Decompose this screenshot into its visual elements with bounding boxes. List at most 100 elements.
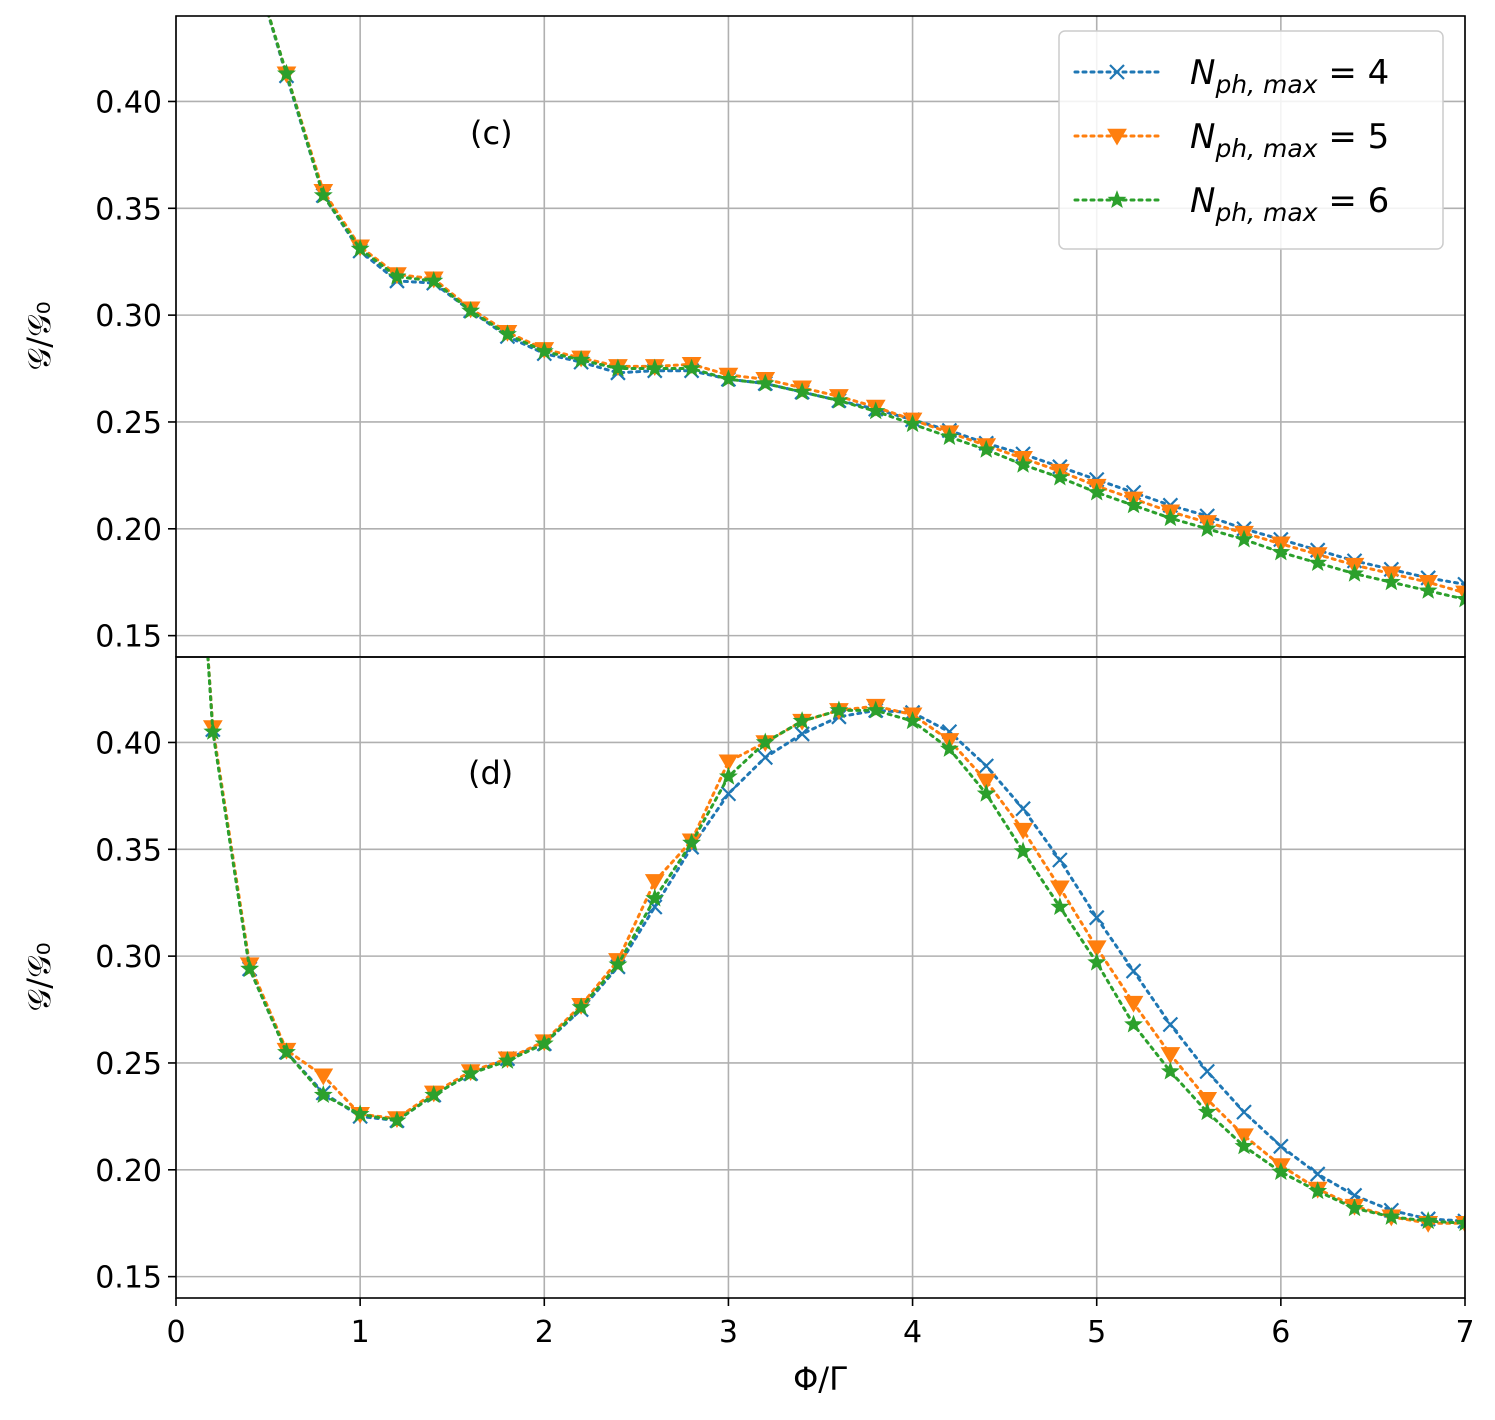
data-point xyxy=(757,749,774,766)
data-point xyxy=(1013,841,1033,860)
x-tick-label: 4 xyxy=(903,1315,922,1350)
data-point xyxy=(1050,467,1070,486)
data-point xyxy=(978,758,995,774)
data-point xyxy=(1455,589,1465,608)
y-tick-label: 0.15 xyxy=(95,1261,162,1296)
data-point xyxy=(718,754,739,772)
legend-marker xyxy=(1107,190,1127,209)
x-tick-label: 3 xyxy=(719,1315,738,1350)
data-point xyxy=(313,185,333,204)
y-axis-title-c: 𝒢/𝒢₀ xyxy=(20,301,58,370)
data-point xyxy=(1199,1063,1215,1080)
data-point xyxy=(387,266,407,285)
y-tick-label: 0.15 xyxy=(95,620,162,655)
series-group xyxy=(202,657,1465,1233)
y-tick-label: 0.40 xyxy=(95,85,162,120)
data-point xyxy=(1197,1102,1217,1121)
data-point xyxy=(939,738,959,757)
data-point xyxy=(1455,1213,1465,1232)
data-point xyxy=(1273,1138,1289,1155)
y-tick-label: 0.25 xyxy=(95,406,162,441)
legend-label-base: N xyxy=(1190,117,1215,157)
data-point xyxy=(866,401,886,420)
data-point xyxy=(424,271,444,289)
data-point xyxy=(682,832,702,851)
legend-entry: Nph, max = 5 xyxy=(1073,117,1389,163)
y-tick-label: 0.35 xyxy=(95,192,162,227)
x-axis-title: Φ/Γ xyxy=(793,1360,847,1398)
data-point xyxy=(792,382,812,401)
data-point xyxy=(203,721,223,740)
series-6 xyxy=(267,16,1465,608)
x-tick-labels: 0 1 2 3 4 5 6 7 xyxy=(166,1298,1475,1350)
data-point xyxy=(1162,1016,1179,1033)
data-point xyxy=(829,700,849,719)
panel-label-d: (d) xyxy=(468,754,513,792)
data-point xyxy=(903,414,923,433)
data-point xyxy=(755,732,775,751)
data-point xyxy=(976,439,996,458)
legend-label: Nph, max = 5 xyxy=(1190,117,1389,163)
data-point xyxy=(1308,553,1328,572)
y-tick-label: 0.40 xyxy=(95,726,162,761)
data-point xyxy=(1050,897,1070,916)
data-point xyxy=(1160,1047,1181,1064)
data-point xyxy=(720,785,737,802)
panel-d: 0.15 0.20 0.25 0.30 0.35 0.40 (d) 𝒢/𝒢₀ xyxy=(20,656,1466,1299)
data-point xyxy=(1197,518,1217,537)
data-point xyxy=(792,711,812,730)
data-point xyxy=(1160,508,1180,527)
x-tick-label: 0 xyxy=(166,1315,185,1350)
data-point xyxy=(534,341,554,360)
y-axis-title-d: 𝒢/𝒢₀ xyxy=(20,942,58,1011)
data-point xyxy=(939,427,959,445)
data-point xyxy=(682,358,702,377)
data-point xyxy=(277,63,296,82)
data-point xyxy=(571,350,591,369)
data-point xyxy=(608,358,628,377)
x-tick-label: 7 xyxy=(1455,1315,1474,1350)
series-line xyxy=(267,16,1465,586)
legend-label-subscript: ph, max xyxy=(1214,134,1317,163)
series-6 xyxy=(203,657,1465,1232)
legend-label-base: N xyxy=(1190,53,1215,93)
data-point xyxy=(645,358,665,377)
data-point xyxy=(1087,952,1107,971)
data-point xyxy=(277,1042,296,1061)
data-point xyxy=(866,700,886,719)
data-point xyxy=(424,1085,444,1104)
y-tick-label: 0.30 xyxy=(95,940,162,975)
data-point xyxy=(644,874,665,891)
data-point xyxy=(1123,995,1144,1013)
data-point xyxy=(498,1050,517,1069)
data-point xyxy=(829,390,849,409)
data-point xyxy=(1345,563,1364,582)
data-point xyxy=(1236,1104,1252,1120)
data-point xyxy=(350,1104,370,1123)
legend-label: Nph, max = 4 xyxy=(1190,53,1389,99)
series-5 xyxy=(202,657,1465,1233)
axes-frame xyxy=(175,656,1466,1299)
data-point xyxy=(1381,572,1401,591)
legend-box xyxy=(1058,30,1444,250)
data-point xyxy=(1013,822,1033,840)
legend-label: Nph, max = 6 xyxy=(1190,181,1389,227)
data-point xyxy=(1015,800,1031,817)
data-point xyxy=(1050,880,1070,898)
legend-label-value: = 5 xyxy=(1318,117,1390,157)
data-point xyxy=(1309,1166,1326,1182)
data-point xyxy=(313,1085,333,1104)
legend-marker xyxy=(1107,128,1127,146)
data-point xyxy=(1160,1061,1180,1080)
data-point xyxy=(755,373,775,392)
data-point xyxy=(1086,940,1107,958)
legend-label-value: = 6 xyxy=(1318,181,1390,221)
x-tick-label: 5 xyxy=(1087,1315,1106,1350)
data-point xyxy=(461,300,481,319)
data-point xyxy=(1234,529,1254,548)
legend-label-subscript: ph, max xyxy=(1214,198,1317,227)
data-point xyxy=(498,324,517,343)
data-point xyxy=(1418,1211,1438,1230)
data-point xyxy=(1052,852,1068,868)
